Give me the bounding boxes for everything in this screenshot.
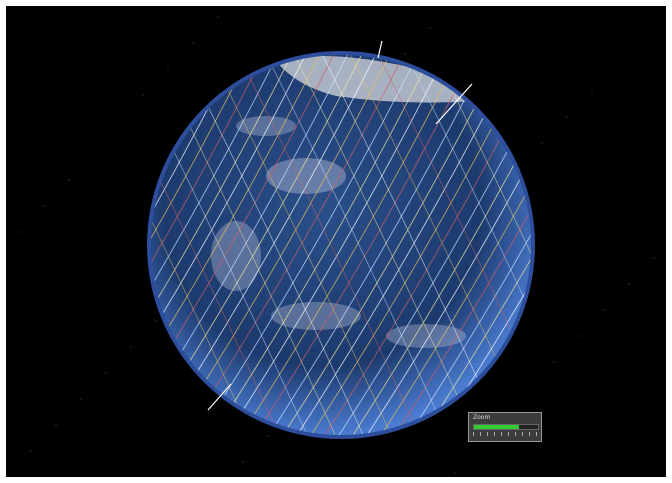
orbit-track xyxy=(415,55,531,435)
star xyxy=(541,142,543,144)
orbit-track xyxy=(151,55,297,435)
zoom-bar[interactable] xyxy=(473,424,539,430)
orbit-track xyxy=(205,55,437,435)
orbit-track xyxy=(401,55,531,435)
star xyxy=(429,27,431,29)
orbit-track xyxy=(151,55,255,435)
orbit-track xyxy=(151,55,269,435)
orbit-track xyxy=(289,55,481,435)
star xyxy=(566,116,568,118)
star xyxy=(628,283,630,285)
zoom-ticks xyxy=(473,432,537,437)
star xyxy=(217,16,219,18)
orbit-track xyxy=(205,55,397,435)
star xyxy=(105,372,107,374)
orbit-track xyxy=(401,55,531,435)
star xyxy=(43,205,45,207)
pointer-line xyxy=(435,83,473,125)
globe xyxy=(151,55,531,435)
star xyxy=(167,68,169,70)
orbit-track xyxy=(151,55,313,435)
star xyxy=(591,90,593,92)
star xyxy=(578,335,580,337)
pointer-line xyxy=(377,40,383,59)
star xyxy=(454,472,456,474)
star xyxy=(553,361,555,363)
pointer-line xyxy=(207,383,232,411)
orbit-track xyxy=(345,55,531,435)
star xyxy=(192,42,194,44)
star xyxy=(6,6,7,7)
star xyxy=(80,398,82,400)
orbit-track xyxy=(151,55,283,435)
star xyxy=(653,257,655,259)
star xyxy=(55,424,57,426)
orbit-track xyxy=(387,55,531,435)
orbit-track xyxy=(151,55,325,435)
star xyxy=(603,309,605,311)
panel-title: Zoom xyxy=(473,414,491,421)
orbit-track xyxy=(151,55,285,435)
star xyxy=(242,461,244,463)
orbit-track xyxy=(151,55,257,435)
star xyxy=(142,94,144,96)
orbit-track xyxy=(261,55,453,435)
orbit-track xyxy=(261,55,493,435)
orbit-track xyxy=(233,55,465,435)
orbit-track xyxy=(247,55,479,435)
star xyxy=(267,435,269,437)
orbit-track xyxy=(151,55,311,435)
scene xyxy=(6,6,655,474)
star xyxy=(155,320,157,322)
zoom-panel[interactable]: Zoom xyxy=(468,412,542,442)
orbit-track xyxy=(331,55,531,435)
orbit-track xyxy=(219,55,451,435)
orbit-track xyxy=(373,55,531,435)
orbit-track xyxy=(191,55,423,435)
globe-view[interactable]: Zoom xyxy=(6,6,666,477)
orbit-track xyxy=(359,55,531,435)
star xyxy=(30,450,32,452)
globe-features xyxy=(211,56,476,348)
orbit-track xyxy=(373,55,531,435)
orbit-track xyxy=(151,55,339,435)
zoom-bar-fill xyxy=(474,425,519,429)
star xyxy=(404,53,406,55)
star xyxy=(18,231,20,233)
star xyxy=(130,346,132,348)
star xyxy=(68,179,70,181)
orbit-track xyxy=(233,55,425,435)
